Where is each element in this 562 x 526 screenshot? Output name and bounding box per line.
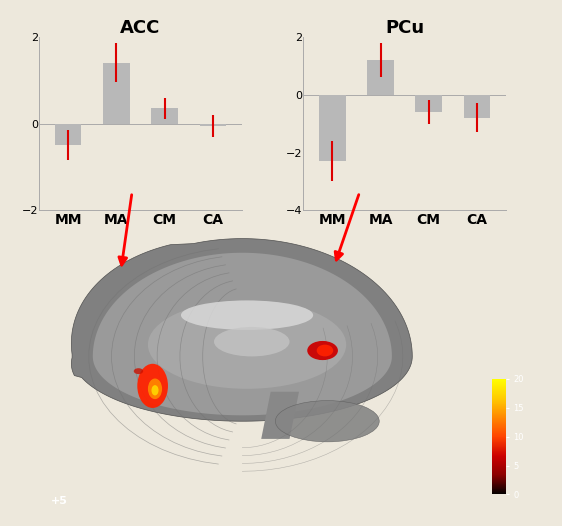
Ellipse shape <box>134 368 143 374</box>
Ellipse shape <box>307 341 338 360</box>
Bar <box>464 95 490 118</box>
Ellipse shape <box>151 385 158 396</box>
Ellipse shape <box>181 300 313 330</box>
Text: +5: +5 <box>51 495 68 505</box>
Title: PCu: PCu <box>385 18 424 37</box>
Ellipse shape <box>148 300 346 389</box>
Polygon shape <box>93 252 392 416</box>
Ellipse shape <box>137 364 168 408</box>
Title: ACC: ACC <box>120 18 161 37</box>
Bar <box>319 95 346 161</box>
Ellipse shape <box>214 327 289 357</box>
Ellipse shape <box>148 379 162 399</box>
Bar <box>151 108 178 124</box>
Polygon shape <box>71 239 413 421</box>
Bar <box>103 63 130 124</box>
Bar <box>415 95 442 112</box>
Ellipse shape <box>317 345 333 357</box>
Polygon shape <box>261 392 299 439</box>
Bar <box>55 124 81 145</box>
Ellipse shape <box>275 401 379 442</box>
Bar <box>368 60 394 95</box>
Bar <box>200 124 226 126</box>
